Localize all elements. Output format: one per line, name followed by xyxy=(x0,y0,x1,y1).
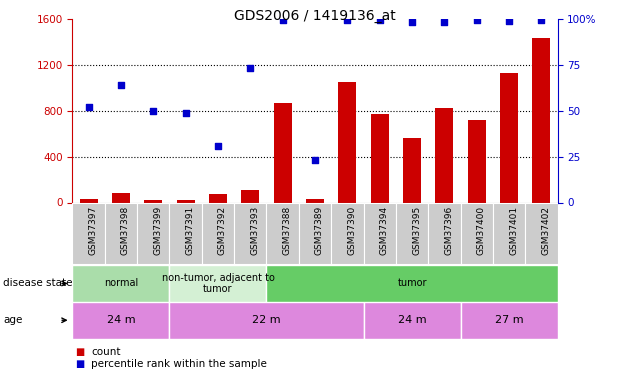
Bar xyxy=(403,138,421,202)
Text: age: age xyxy=(3,315,23,325)
Text: GSM37391: GSM37391 xyxy=(186,206,195,255)
FancyBboxPatch shape xyxy=(461,202,493,264)
FancyBboxPatch shape xyxy=(493,202,525,264)
Text: disease state: disease state xyxy=(3,279,72,288)
Bar xyxy=(371,114,389,202)
Text: GSM37388: GSM37388 xyxy=(283,206,292,255)
FancyBboxPatch shape xyxy=(72,202,105,264)
Point xyxy=(504,18,514,24)
FancyBboxPatch shape xyxy=(72,302,169,339)
FancyBboxPatch shape xyxy=(299,202,331,264)
Text: GSM37389: GSM37389 xyxy=(315,206,324,255)
Bar xyxy=(241,190,259,202)
Text: normal: normal xyxy=(104,279,138,288)
FancyBboxPatch shape xyxy=(137,202,169,264)
FancyBboxPatch shape xyxy=(169,302,364,339)
FancyBboxPatch shape xyxy=(461,302,558,339)
FancyBboxPatch shape xyxy=(234,202,266,264)
Point xyxy=(181,110,191,116)
FancyBboxPatch shape xyxy=(266,202,299,264)
Point xyxy=(213,143,223,149)
Point xyxy=(472,17,482,23)
FancyBboxPatch shape xyxy=(72,265,169,302)
FancyBboxPatch shape xyxy=(364,302,461,339)
Point xyxy=(342,17,352,23)
Text: GSM37393: GSM37393 xyxy=(250,206,260,255)
Text: GSM37402: GSM37402 xyxy=(541,206,551,255)
FancyBboxPatch shape xyxy=(169,202,202,264)
Bar xyxy=(177,200,195,202)
Point xyxy=(439,19,449,25)
Bar xyxy=(112,194,130,202)
Text: 27 m: 27 m xyxy=(495,315,524,325)
Bar xyxy=(500,73,518,202)
Bar xyxy=(468,120,486,202)
Bar xyxy=(435,108,453,202)
FancyBboxPatch shape xyxy=(266,265,558,302)
Text: ■: ■ xyxy=(76,347,85,357)
Text: GSM37396: GSM37396 xyxy=(444,206,454,255)
FancyBboxPatch shape xyxy=(428,202,461,264)
Text: GSM37394: GSM37394 xyxy=(380,206,389,255)
FancyBboxPatch shape xyxy=(105,202,137,264)
Point xyxy=(375,17,385,23)
Text: percentile rank within the sample: percentile rank within the sample xyxy=(91,359,267,369)
Text: 24 m: 24 m xyxy=(106,315,135,325)
FancyBboxPatch shape xyxy=(331,202,364,264)
Text: GDS2006 / 1419136_at: GDS2006 / 1419136_at xyxy=(234,9,396,23)
Point xyxy=(407,19,417,25)
Bar xyxy=(144,200,162,202)
Point xyxy=(536,17,546,23)
Bar xyxy=(274,103,292,202)
Point xyxy=(245,65,255,71)
Text: GSM37398: GSM37398 xyxy=(121,206,130,255)
Point xyxy=(310,157,320,163)
Point xyxy=(84,104,94,110)
Bar xyxy=(209,195,227,202)
Text: GSM37397: GSM37397 xyxy=(89,206,98,255)
Text: GSM37401: GSM37401 xyxy=(509,206,518,255)
Text: 22 m: 22 m xyxy=(252,315,281,325)
Text: GSM37392: GSM37392 xyxy=(218,206,227,255)
Text: GSM37395: GSM37395 xyxy=(412,206,421,255)
Bar xyxy=(80,199,98,202)
Text: count: count xyxy=(91,347,121,357)
Text: GSM37390: GSM37390 xyxy=(347,206,357,255)
Point xyxy=(278,17,288,23)
FancyBboxPatch shape xyxy=(525,202,558,264)
Bar xyxy=(338,82,356,203)
Text: 24 m: 24 m xyxy=(398,315,427,325)
Point xyxy=(148,108,158,114)
Point xyxy=(116,82,126,88)
FancyBboxPatch shape xyxy=(396,202,428,264)
Text: tumor: tumor xyxy=(398,279,427,288)
Text: GSM37399: GSM37399 xyxy=(153,206,163,255)
Text: GSM37400: GSM37400 xyxy=(477,206,486,255)
FancyBboxPatch shape xyxy=(169,265,266,302)
Text: ■: ■ xyxy=(76,359,85,369)
Bar xyxy=(306,199,324,202)
Text: non-tumor, adjacent to
tumor: non-tumor, adjacent to tumor xyxy=(161,273,275,294)
Bar xyxy=(532,38,550,203)
FancyBboxPatch shape xyxy=(364,202,396,264)
FancyBboxPatch shape xyxy=(202,202,234,264)
